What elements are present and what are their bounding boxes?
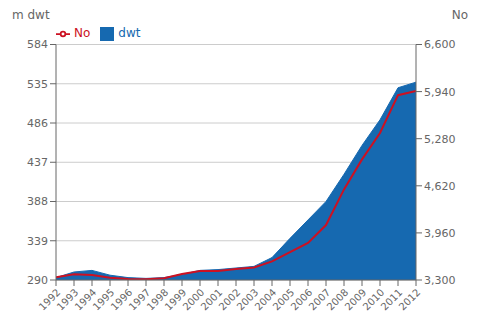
svg-text:5,280: 5,280 [424, 133, 456, 146]
svg-text:2008: 2008 [324, 286, 351, 313]
svg-text:5,940: 5,940 [424, 86, 456, 99]
svg-text:1994: 1994 [72, 286, 99, 313]
html-text:m dwt: m dwt [12, 8, 50, 22]
svg-text:486: 486 [27, 117, 48, 130]
svg-text:2005: 2005 [270, 286, 297, 313]
svg-text:437: 437 [27, 156, 48, 169]
svg-text:2003: 2003 [234, 286, 261, 313]
svg-text:1998: 1998 [144, 286, 171, 313]
svg-text:1995: 1995 [90, 286, 117, 313]
svg-text:388: 388 [27, 195, 48, 208]
svg-text:2010: 2010 [360, 286, 387, 313]
svg-text:3,300: 3,300 [424, 274, 456, 287]
svg-text:584: 584 [27, 38, 48, 51]
svg-text:1997: 1997 [126, 286, 153, 313]
svg-text:6,600: 6,600 [424, 38, 456, 51]
html-text:dwt: dwt [118, 26, 141, 40]
svg-text:339: 339 [27, 235, 48, 248]
svg-text:2006: 2006 [288, 286, 315, 313]
svg-text:1993: 1993 [54, 286, 81, 313]
svg-text:3,960: 3,960 [424, 227, 456, 240]
svg-text:2007: 2007 [306, 286, 333, 313]
html-text:No: No [74, 26, 91, 40]
svg-text:2002: 2002 [216, 286, 243, 313]
svg-text:2004: 2004 [252, 286, 279, 313]
svg-text:2011: 2011 [378, 286, 405, 313]
svg-text:2009: 2009 [342, 286, 369, 313]
svg-text:1996: 1996 [108, 286, 135, 313]
svg-text:4,620: 4,620 [424, 180, 456, 193]
html-text:No: No [451, 8, 468, 22]
svg-text:535: 535 [27, 78, 48, 91]
svg-text:1999: 1999 [162, 286, 189, 313]
svg-text:2000: 2000 [180, 286, 207, 313]
svg-text:290: 290 [27, 274, 48, 287]
svg-text:2012: 2012 [397, 287, 423, 313]
svg-text:1992: 1992 [36, 286, 63, 313]
svg-text:2001: 2001 [198, 286, 225, 313]
